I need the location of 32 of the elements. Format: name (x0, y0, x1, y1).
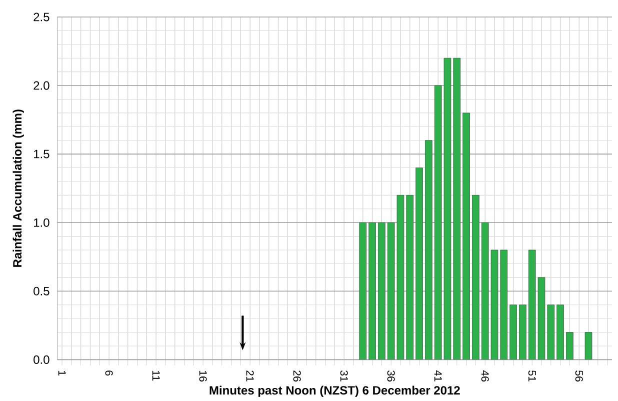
bar (566, 332, 574, 360)
x-tick-label: 1 (58, 370, 66, 376)
x-tick-label: 46 (481, 370, 489, 382)
y-tick-label: 1.0 (34, 218, 50, 227)
x-tick-label: 21 (246, 370, 254, 382)
bar (462, 112, 470, 360)
x-tick-label: 41 (434, 370, 442, 382)
bar (556, 304, 564, 360)
bar (368, 222, 376, 360)
bar (510, 304, 517, 360)
x-tick-label: 56 (575, 370, 583, 382)
bar (472, 194, 480, 360)
bar (416, 168, 423, 360)
x-axis-title: Minutes past Noon (NZST) 6 December 2012 (210, 386, 460, 397)
y-tick-label: 0.0 (34, 355, 50, 364)
bar (519, 304, 526, 360)
x-tick-label: 11 (152, 370, 160, 381)
x-tick-label: 31 (340, 370, 348, 382)
bar (584, 332, 592, 360)
bar (425, 140, 432, 360)
bar (359, 222, 367, 360)
y-tick-label: 2.5 (34, 12, 50, 22)
x-tick-label: 16 (199, 370, 207, 382)
x-tick-label: 6 (105, 370, 113, 376)
y-tick-label: 1.5 (34, 150, 50, 158)
x-tick-label: 26 (293, 370, 301, 382)
x-tick-label: 51 (528, 370, 536, 382)
bar (378, 222, 386, 360)
y-tick-label: 0.5 (34, 286, 50, 296)
y-tick-label: 2.0 (34, 81, 50, 90)
x-tick-label: 36 (387, 370, 395, 382)
y-axis-title: Rainfall Accumulation (mm) (12, 110, 24, 267)
